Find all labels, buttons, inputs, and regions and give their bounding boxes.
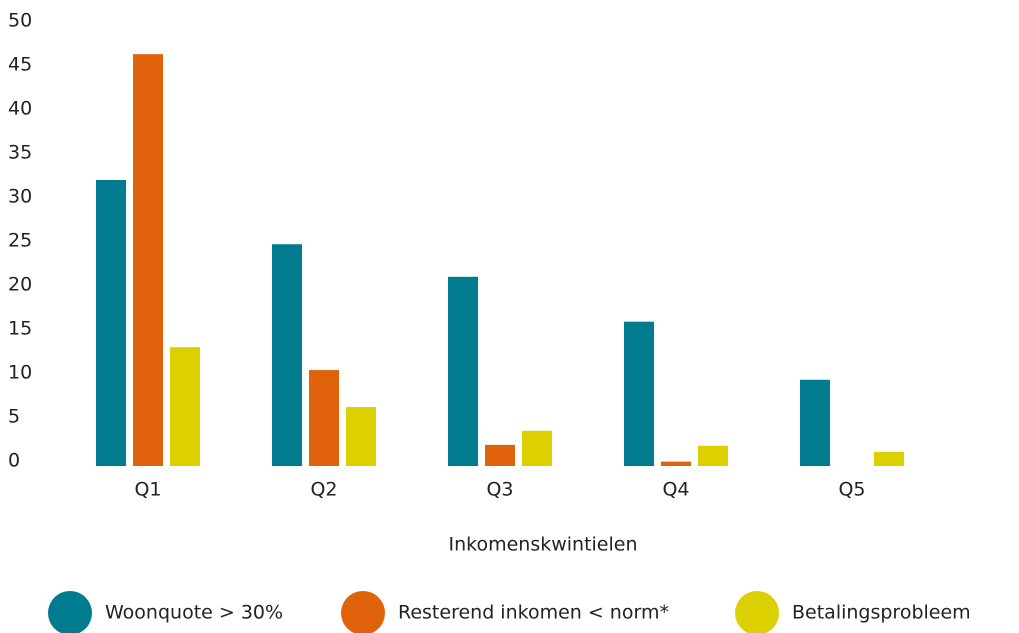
legend-swatch [735,591,779,633]
x-tick-label: Q5 [838,479,865,501]
y-tick-label: 25 [8,230,32,252]
x-axis-label: Inkomenskwintielen [448,534,637,556]
legend-swatch [48,591,92,633]
y-tick-label: 50 [8,10,32,32]
bar [661,461,691,466]
legend-label: Woonquote > 30% [105,602,283,624]
bar [485,444,515,466]
bar [272,244,302,466]
bar [133,54,163,466]
y-tick-label: 15 [8,318,32,340]
x-tick-label: Q1 [134,479,161,501]
y-tick-label: 20 [8,274,32,296]
y-tick-label: 40 [8,98,32,120]
bar [698,445,728,466]
bar [346,407,376,466]
y-tick-label: 30 [8,186,32,208]
bar [170,347,200,466]
y-tick-label: 35 [8,142,32,164]
y-tick-label: 45 [8,54,32,76]
bar [874,451,904,466]
legend-swatch [341,591,385,633]
bar [96,180,126,466]
x-tick-label: Q3 [486,479,513,501]
bar [522,430,552,466]
legend-label: Betalingsprobleem [792,602,971,624]
legend-label: Resterend inkomen < norm* [398,602,669,624]
bar [624,321,654,466]
bar [448,276,478,466]
y-tick-label: 10 [8,362,32,384]
bar [800,379,830,466]
y-tick-label: 5 [8,406,20,428]
x-tick-label: Q4 [662,479,689,501]
bar [309,370,339,466]
x-tick-label: Q2 [310,479,337,501]
y-tick-label: 0 [8,450,20,472]
